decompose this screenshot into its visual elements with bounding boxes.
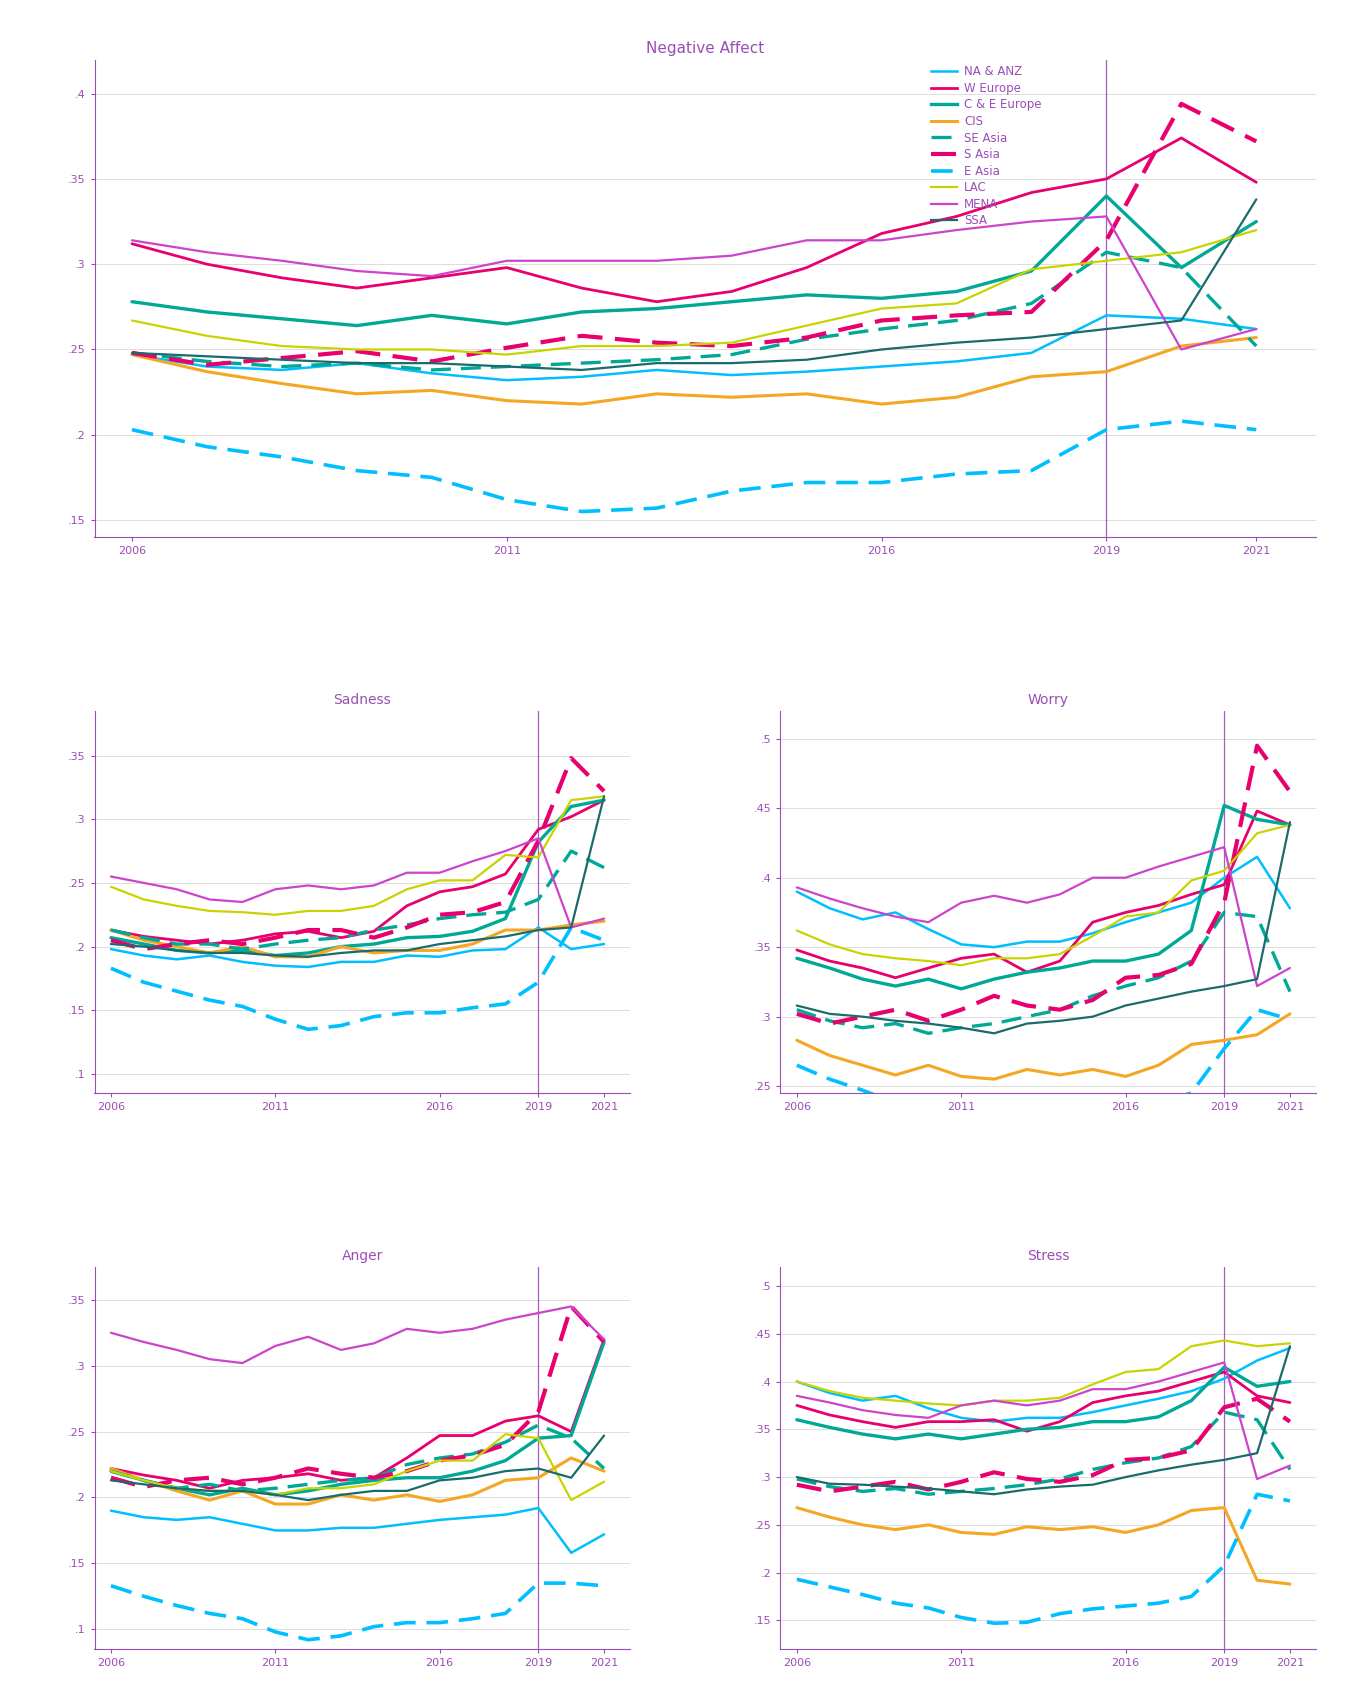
Title: Anger: Anger	[342, 1250, 383, 1263]
Title: Stress: Stress	[1027, 1250, 1069, 1263]
Title: Worry: Worry	[1027, 694, 1069, 707]
Title: Sadness: Sadness	[333, 694, 391, 707]
Legend: NA & ANZ, W Europe, C & E Europe, CIS, SE Asia, S Asia, E Asia, LAC, MENA, SSA: NA & ANZ, W Europe, C & E Europe, CIS, S…	[931, 65, 1042, 228]
Title: Negative Affect: Negative Affect	[647, 41, 764, 56]
